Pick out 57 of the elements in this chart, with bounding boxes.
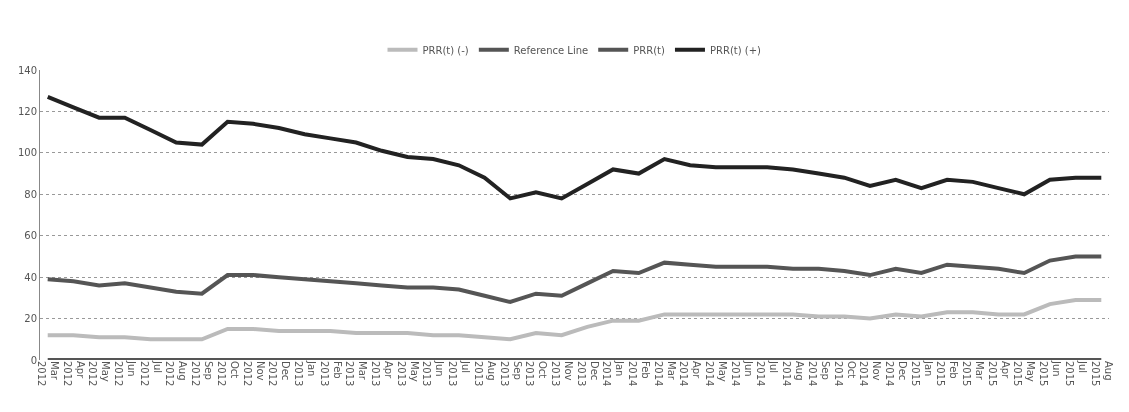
x-tick-label: Aug 2015 [1089, 361, 1114, 387]
x-tick-label: Apr 2012 [61, 361, 86, 387]
x-tick-label: Jan 2014 [601, 360, 626, 387]
x-tick-label: Sep 2012 [190, 361, 215, 387]
x-tick-label: Dec 2014 [883, 361, 908, 387]
x-tick-label: Aug 2013 [472, 361, 497, 387]
x-tick-label: May 2014 [704, 361, 729, 387]
line-series [45, 254, 1104, 304]
x-tick-label: Jul 2013 [447, 360, 472, 387]
x-tick-label: Jul 2015 [1063, 360, 1088, 387]
x-tick-label: Dec 2012 [267, 361, 292, 387]
x-tick-label: May 2013 [395, 361, 420, 387]
legend-label: Reference Line [513, 44, 589, 56]
legend-label: PRR(t) (-) [422, 44, 469, 56]
x-tick-label: Aug 2014 [781, 361, 806, 387]
x-tick-label: Jan 2013 [292, 360, 317, 387]
x-tick-label: Apr 2014 [678, 361, 703, 387]
line-series [45, 94, 1104, 201]
y-tick-label: 40 [24, 271, 37, 283]
y-tick-label: 80 [24, 188, 37, 200]
y-tick-label: 20 [24, 313, 37, 325]
y-tick-label: 120 [17, 105, 37, 117]
x-tick-label: Sep 2014 [806, 361, 831, 387]
x-tick-label: Apr 2015 [986, 361, 1011, 387]
x-tick-label: Sep 2013 [498, 361, 523, 387]
y-tick-label: 100 [17, 147, 37, 159]
x-tick-label: Jul 2014 [755, 360, 780, 387]
x-tick-label: Aug 2012 [164, 361, 189, 387]
x-tick-label: Dec 2013 [575, 361, 600, 387]
x-tick-label: Oct 2012 [215, 361, 240, 387]
x-tick-label: Nov 2013 [549, 361, 574, 387]
legend-label: PRR(t) [633, 44, 665, 56]
x-tick-label: Jun 2015 [1038, 360, 1063, 387]
x-tick-label: Jan 2015 [909, 360, 934, 387]
y-tick-label: 140 [17, 64, 37, 76]
x-tick-label: Feb 2015 [935, 361, 960, 387]
x-tick-label: Mar 2013 [344, 361, 369, 387]
x-tick-label: Mar 2014 [652, 361, 677, 387]
x-tick-label: Nov 2012 [241, 361, 266, 387]
x-tick-label: Apr 2013 [370, 361, 395, 387]
y-tick-label: 0 [30, 354, 37, 366]
x-tick-label: Feb 2013 [318, 361, 343, 387]
x-tick-label: Oct 2014 [832, 361, 857, 387]
x-tick-label: Mar 2015 [961, 361, 986, 387]
x-tick-label: Jun 2013 [421, 360, 446, 387]
x-tick-label: May 2012 [87, 361, 112, 387]
x-tick-label: Nov 2014 [858, 361, 883, 387]
x-tick-label: Jul 2012 [138, 360, 163, 387]
x-tick-label: May 2015 [1012, 361, 1037, 387]
line-series [45, 297, 1104, 342]
x-tick-label: Oct 2013 [524, 361, 549, 387]
x-tick-label: Jun 2014 [729, 360, 754, 387]
y-tick-label: 60 [24, 230, 37, 242]
x-tick-label: Feb 2014 [626, 361, 651, 387]
legend-label: PRR(t) (+) [709, 44, 762, 56]
x-tick-label: Mar 2012 [35, 361, 60, 387]
x-tick-label: Jun 2012 [113, 360, 138, 387]
